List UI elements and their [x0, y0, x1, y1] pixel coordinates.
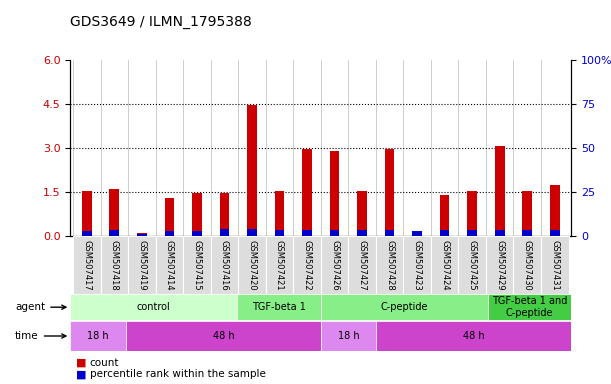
Text: GSM507430: GSM507430: [523, 240, 532, 290]
Bar: [550, 185, 560, 236]
Text: GSM507427: GSM507427: [357, 240, 367, 290]
Bar: [495, 230, 505, 236]
Bar: [330, 151, 339, 236]
Bar: [403, 236, 431, 294]
Bar: [237, 294, 321, 320]
Text: 48 h: 48 h: [213, 331, 234, 341]
Text: GSM507415: GSM507415: [192, 240, 202, 290]
Bar: [109, 189, 119, 236]
Text: GSM507431: GSM507431: [551, 240, 559, 290]
Bar: [219, 193, 229, 236]
Bar: [183, 236, 211, 294]
Text: GSM507418: GSM507418: [110, 240, 119, 290]
Text: C-peptide: C-peptide: [381, 302, 428, 312]
Text: agent: agent: [15, 302, 66, 312]
Text: GSM507420: GSM507420: [247, 240, 257, 290]
Bar: [440, 230, 450, 236]
Bar: [70, 294, 237, 320]
Bar: [357, 230, 367, 236]
Text: GSM507419: GSM507419: [137, 240, 147, 290]
Text: percentile rank within the sample: percentile rank within the sample: [90, 369, 266, 379]
Bar: [321, 321, 376, 351]
Bar: [137, 233, 147, 236]
Bar: [137, 234, 147, 236]
Text: GSM507424: GSM507424: [440, 240, 449, 290]
Text: GSM507429: GSM507429: [495, 240, 504, 290]
Bar: [385, 149, 395, 236]
Bar: [458, 236, 486, 294]
Text: ■: ■: [76, 358, 87, 368]
Bar: [376, 321, 571, 351]
Bar: [412, 231, 422, 236]
Bar: [192, 231, 202, 236]
Bar: [126, 321, 321, 351]
Text: TGF-beta 1: TGF-beta 1: [252, 302, 306, 312]
Bar: [376, 236, 403, 294]
Text: GSM507428: GSM507428: [385, 240, 394, 290]
Bar: [440, 195, 450, 236]
Bar: [467, 190, 477, 236]
Text: GSM507423: GSM507423: [412, 240, 422, 290]
Bar: [302, 230, 312, 236]
Bar: [82, 190, 92, 236]
Bar: [275, 190, 284, 236]
Text: 48 h: 48 h: [463, 331, 485, 341]
Bar: [128, 236, 156, 294]
Bar: [73, 236, 101, 294]
Bar: [164, 198, 174, 236]
Bar: [522, 230, 532, 236]
Text: TGF-beta 1 and
C-peptide: TGF-beta 1 and C-peptide: [492, 296, 567, 318]
Bar: [522, 190, 532, 236]
Bar: [101, 236, 128, 294]
Text: GSM507421: GSM507421: [275, 240, 284, 290]
Bar: [467, 230, 477, 236]
Bar: [247, 229, 257, 236]
Bar: [70, 321, 126, 351]
Bar: [247, 105, 257, 236]
Bar: [541, 236, 568, 294]
Bar: [266, 236, 293, 294]
Bar: [513, 236, 541, 294]
Bar: [109, 230, 119, 236]
Text: 18 h: 18 h: [87, 331, 109, 341]
Bar: [385, 230, 395, 236]
Bar: [495, 146, 505, 236]
Bar: [192, 194, 202, 236]
Text: GSM507417: GSM507417: [82, 240, 91, 290]
Text: GSM507416: GSM507416: [220, 240, 229, 290]
Bar: [156, 236, 183, 294]
Text: GSM507425: GSM507425: [467, 240, 477, 290]
Text: GSM507414: GSM507414: [165, 240, 174, 290]
Bar: [211, 236, 238, 294]
Bar: [550, 230, 560, 236]
Text: control: control: [137, 302, 170, 312]
Text: GSM507422: GSM507422: [302, 240, 312, 290]
Text: time: time: [15, 331, 66, 341]
Bar: [293, 236, 321, 294]
Text: GDS3649 / ILMN_1795388: GDS3649 / ILMN_1795388: [70, 15, 252, 29]
Text: GSM507426: GSM507426: [330, 240, 339, 290]
Bar: [357, 190, 367, 236]
Bar: [275, 230, 284, 236]
Bar: [412, 232, 422, 236]
Bar: [431, 236, 458, 294]
Text: ■: ■: [76, 369, 87, 379]
Bar: [219, 229, 229, 236]
Bar: [488, 294, 571, 320]
Bar: [486, 236, 513, 294]
Bar: [330, 230, 339, 236]
Bar: [321, 294, 488, 320]
Text: count: count: [90, 358, 119, 368]
Bar: [164, 231, 174, 236]
Bar: [82, 231, 92, 236]
Bar: [348, 236, 376, 294]
Bar: [302, 149, 312, 236]
Bar: [321, 236, 348, 294]
Text: 18 h: 18 h: [338, 331, 359, 341]
Bar: [238, 236, 266, 294]
